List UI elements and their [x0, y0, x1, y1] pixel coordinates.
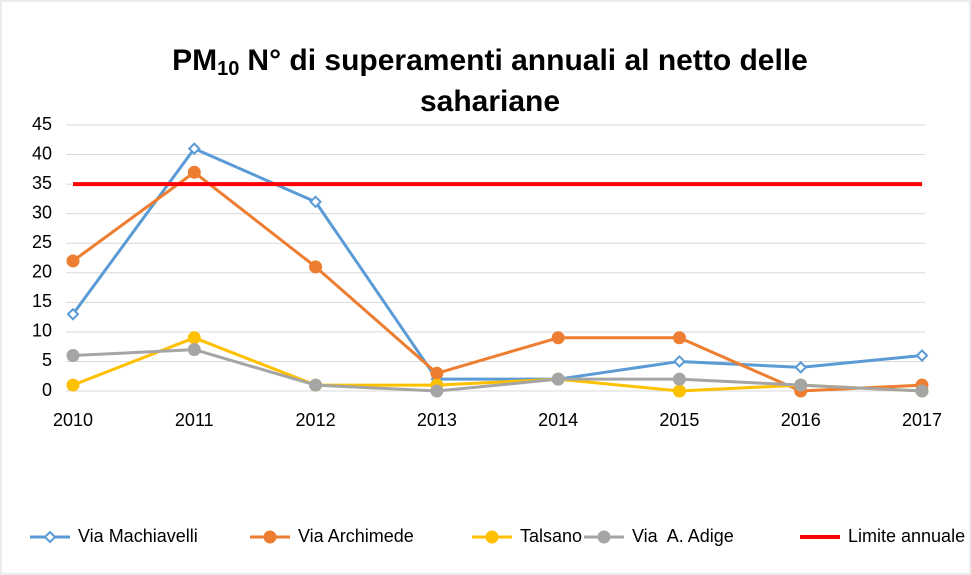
x-tick-label: 2013 — [417, 410, 457, 430]
legend-marker — [43, 530, 57, 544]
legend-label: Limite annuale — [848, 526, 965, 546]
chart-title: PM10 N° di superamenti annuali al netto d… — [172, 44, 808, 80]
series-line — [71, 147, 923, 381]
data-point — [672, 384, 686, 398]
series-line — [72, 336, 923, 393]
x-tick-label: 2011 — [175, 410, 214, 430]
chart-title-line2: sahariane — [420, 85, 560, 118]
data-point — [915, 349, 929, 362]
legend-marker — [485, 530, 499, 544]
data-point — [430, 384, 444, 398]
series-line — [72, 348, 923, 393]
x-tick-label: 2016 — [781, 410, 821, 430]
data-point — [187, 165, 201, 179]
x-tick-label: 2015 — [659, 410, 699, 430]
legend-label: Via Archimede — [298, 526, 414, 546]
data-point — [551, 372, 565, 386]
series-line — [72, 170, 923, 393]
title-lead: PM — [172, 44, 217, 77]
data-point — [551, 331, 565, 345]
data-point — [187, 142, 201, 156]
legend-label: Via A. Adige — [632, 526, 734, 546]
y-tick-label: 45 — [32, 114, 52, 134]
data-point — [673, 355, 686, 368]
title-line1: N° di superamenti annuali al netto delle — [247, 44, 807, 77]
data-point — [309, 260, 323, 274]
data-point — [309, 378, 323, 392]
data-point — [309, 195, 322, 209]
legend-marker — [597, 530, 611, 544]
y-tick-label: 10 — [32, 321, 52, 341]
data-point — [672, 331, 686, 345]
data-point — [66, 378, 80, 392]
data-point — [66, 307, 80, 321]
data-point — [430, 366, 444, 380]
data-point — [672, 372, 686, 386]
data-point — [794, 378, 808, 392]
data-point — [187, 343, 201, 357]
data-point — [794, 360, 808, 374]
y-tick-label: 15 — [32, 291, 52, 311]
y-tick-label: 35 — [32, 173, 52, 193]
data-point — [66, 349, 80, 363]
title-subscript: 10 — [217, 58, 239, 80]
y-tick-label: 25 — [32, 232, 52, 252]
data-point — [915, 384, 929, 398]
legend-label: Via Machiavelli — [78, 526, 198, 546]
legend-marker — [263, 530, 277, 544]
x-tick-label: 2012 — [296, 410, 336, 430]
x-tick-label: 2010 — [53, 410, 93, 430]
legend-label: Talsano — [520, 526, 582, 546]
data-point — [187, 331, 201, 345]
data-point — [66, 254, 80, 268]
y-tick-label: 20 — [32, 262, 52, 282]
y-tick-label: 30 — [32, 202, 52, 222]
y-tick-label: 40 — [32, 143, 52, 163]
x-tick-label: 2014 — [538, 410, 578, 430]
y-tick-label: 5 — [42, 350, 52, 370]
x-tick-label: 2017 — [902, 410, 942, 430]
y-tick-label: 0 — [42, 380, 52, 400]
